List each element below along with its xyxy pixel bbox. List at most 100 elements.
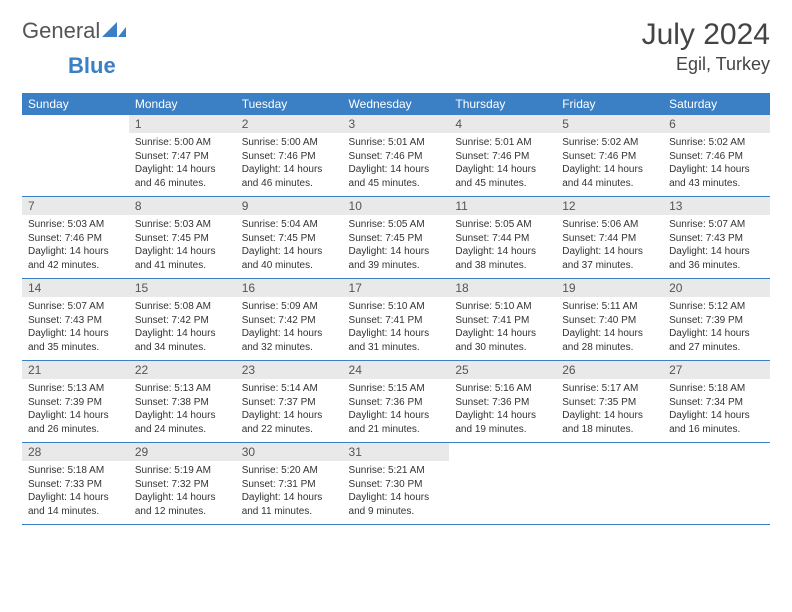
calendar-day-cell: 27Sunrise: 5:18 AMSunset: 7:34 PMDayligh… — [663, 361, 770, 443]
calendar-day-cell: 28Sunrise: 5:18 AMSunset: 7:33 PMDayligh… — [22, 443, 129, 525]
calendar-day-cell: 30Sunrise: 5:20 AMSunset: 7:31 PMDayligh… — [236, 443, 343, 525]
daylight-text: Daylight: 14 hours and 45 minutes. — [349, 163, 444, 190]
day-number: 28 — [22, 443, 129, 461]
calendar-day-cell: 6Sunrise: 5:02 AMSunset: 7:46 PMDaylight… — [663, 115, 770, 197]
day-number: 12 — [556, 197, 663, 215]
logo-text-general: General — [22, 18, 100, 44]
daylight-text: Daylight: 14 hours and 26 minutes. — [28, 409, 123, 436]
day-number: 11 — [449, 197, 556, 215]
calendar-day-cell — [663, 443, 770, 525]
weekday-header: Tuesday — [236, 93, 343, 115]
day-body: Sunrise: 5:18 AMSunset: 7:33 PMDaylight:… — [22, 461, 129, 524]
day-number: 1 — [129, 115, 236, 133]
day-number: 18 — [449, 279, 556, 297]
sunset-text: Sunset: 7:44 PM — [455, 232, 550, 246]
day-body: Sunrise: 5:15 AMSunset: 7:36 PMDaylight:… — [343, 379, 450, 442]
day-number: 25 — [449, 361, 556, 379]
day-number: 21 — [22, 361, 129, 379]
sunset-text: Sunset: 7:39 PM — [669, 314, 764, 328]
daylight-text: Daylight: 14 hours and 16 minutes. — [669, 409, 764, 436]
calendar-day-cell: 7Sunrise: 5:03 AMSunset: 7:46 PMDaylight… — [22, 197, 129, 279]
sunset-text: Sunset: 7:39 PM — [28, 396, 123, 410]
sunrise-text: Sunrise: 5:02 AM — [669, 136, 764, 150]
daylight-text: Daylight: 14 hours and 36 minutes. — [669, 245, 764, 272]
daylight-text: Daylight: 14 hours and 42 minutes. — [28, 245, 123, 272]
day-number: 24 — [343, 361, 450, 379]
day-body: Sunrise: 5:07 AMSunset: 7:43 PMDaylight:… — [663, 215, 770, 278]
calendar-day-cell: 12Sunrise: 5:06 AMSunset: 7:44 PMDayligh… — [556, 197, 663, 279]
calendar-day-cell: 21Sunrise: 5:13 AMSunset: 7:39 PMDayligh… — [22, 361, 129, 443]
day-body: Sunrise: 5:16 AMSunset: 7:36 PMDaylight:… — [449, 379, 556, 442]
day-body: Sunrise: 5:02 AMSunset: 7:46 PMDaylight:… — [556, 133, 663, 196]
sunrise-text: Sunrise: 5:04 AM — [242, 218, 337, 232]
sunset-text: Sunset: 7:30 PM — [349, 478, 444, 492]
sunrise-text: Sunrise: 5:07 AM — [669, 218, 764, 232]
calendar-day-cell: 24Sunrise: 5:15 AMSunset: 7:36 PMDayligh… — [343, 361, 450, 443]
day-number: 4 — [449, 115, 556, 133]
calendar-week-row: 28Sunrise: 5:18 AMSunset: 7:33 PMDayligh… — [22, 443, 770, 525]
day-body: Sunrise: 5:00 AMSunset: 7:46 PMDaylight:… — [236, 133, 343, 196]
calendar-day-cell: 25Sunrise: 5:16 AMSunset: 7:36 PMDayligh… — [449, 361, 556, 443]
calendar-table: Sunday Monday Tuesday Wednesday Thursday… — [22, 93, 770, 525]
calendar-day-cell: 1Sunrise: 5:00 AMSunset: 7:47 PMDaylight… — [129, 115, 236, 197]
day-body: Sunrise: 5:00 AMSunset: 7:47 PMDaylight:… — [129, 133, 236, 196]
day-body: Sunrise: 5:06 AMSunset: 7:44 PMDaylight:… — [556, 215, 663, 278]
calendar-day-cell — [449, 443, 556, 525]
calendar-day-cell: 20Sunrise: 5:12 AMSunset: 7:39 PMDayligh… — [663, 279, 770, 361]
sunset-text: Sunset: 7:46 PM — [562, 150, 657, 164]
weekday-header: Monday — [129, 93, 236, 115]
calendar-day-cell: 11Sunrise: 5:05 AMSunset: 7:44 PMDayligh… — [449, 197, 556, 279]
daylight-text: Daylight: 14 hours and 46 minutes. — [242, 163, 337, 190]
sunrise-text: Sunrise: 5:07 AM — [28, 300, 123, 314]
daylight-text: Daylight: 14 hours and 14 minutes. — [28, 491, 123, 518]
day-body: Sunrise: 5:04 AMSunset: 7:45 PMDaylight:… — [236, 215, 343, 278]
weekday-header: Thursday — [449, 93, 556, 115]
day-body: Sunrise: 5:10 AMSunset: 7:41 PMDaylight:… — [449, 297, 556, 360]
sunrise-text: Sunrise: 5:18 AM — [669, 382, 764, 396]
day-number: 2 — [236, 115, 343, 133]
calendar-day-cell: 19Sunrise: 5:11 AMSunset: 7:40 PMDayligh… — [556, 279, 663, 361]
sunset-text: Sunset: 7:46 PM — [455, 150, 550, 164]
sunset-text: Sunset: 7:36 PM — [349, 396, 444, 410]
calendar-week-row: 7Sunrise: 5:03 AMSunset: 7:46 PMDaylight… — [22, 197, 770, 279]
daylight-text: Daylight: 14 hours and 45 minutes. — [455, 163, 550, 190]
sunrise-text: Sunrise: 5:10 AM — [455, 300, 550, 314]
sunset-text: Sunset: 7:35 PM — [562, 396, 657, 410]
sunrise-text: Sunrise: 5:21 AM — [349, 464, 444, 478]
daylight-text: Daylight: 14 hours and 28 minutes. — [562, 327, 657, 354]
calendar-day-cell: 22Sunrise: 5:13 AMSunset: 7:38 PMDayligh… — [129, 361, 236, 443]
day-number: 10 — [343, 197, 450, 215]
sunset-text: Sunset: 7:45 PM — [349, 232, 444, 246]
day-body — [556, 447, 663, 507]
calendar-day-cell: 29Sunrise: 5:19 AMSunset: 7:32 PMDayligh… — [129, 443, 236, 525]
weekday-header-row: Sunday Monday Tuesday Wednesday Thursday… — [22, 93, 770, 115]
day-number: 15 — [129, 279, 236, 297]
sunset-text: Sunset: 7:45 PM — [242, 232, 337, 246]
day-number: 7 — [22, 197, 129, 215]
day-body: Sunrise: 5:01 AMSunset: 7:46 PMDaylight:… — [449, 133, 556, 196]
day-number: 13 — [663, 197, 770, 215]
day-body: Sunrise: 5:20 AMSunset: 7:31 PMDaylight:… — [236, 461, 343, 524]
sunrise-text: Sunrise: 5:01 AM — [349, 136, 444, 150]
calendar-day-cell: 10Sunrise: 5:05 AMSunset: 7:45 PMDayligh… — [343, 197, 450, 279]
calendar-day-cell: 16Sunrise: 5:09 AMSunset: 7:42 PMDayligh… — [236, 279, 343, 361]
sunset-text: Sunset: 7:43 PM — [28, 314, 123, 328]
sunset-text: Sunset: 7:46 PM — [669, 150, 764, 164]
calendar-day-cell: 13Sunrise: 5:07 AMSunset: 7:43 PMDayligh… — [663, 197, 770, 279]
daylight-text: Daylight: 14 hours and 12 minutes. — [135, 491, 230, 518]
sunset-text: Sunset: 7:46 PM — [349, 150, 444, 164]
daylight-text: Daylight: 14 hours and 27 minutes. — [669, 327, 764, 354]
sunrise-text: Sunrise: 5:14 AM — [242, 382, 337, 396]
sunrise-text: Sunrise: 5:17 AM — [562, 382, 657, 396]
sunset-text: Sunset: 7:34 PM — [669, 396, 764, 410]
sunset-text: Sunset: 7:32 PM — [135, 478, 230, 492]
sunrise-text: Sunrise: 5:15 AM — [349, 382, 444, 396]
daylight-text: Daylight: 14 hours and 11 minutes. — [242, 491, 337, 518]
day-number: 3 — [343, 115, 450, 133]
calendar-day-cell: 14Sunrise: 5:07 AMSunset: 7:43 PMDayligh… — [22, 279, 129, 361]
sunset-text: Sunset: 7:42 PM — [135, 314, 230, 328]
day-number: 31 — [343, 443, 450, 461]
sunrise-text: Sunrise: 5:00 AM — [135, 136, 230, 150]
calendar-week-row: 14Sunrise: 5:07 AMSunset: 7:43 PMDayligh… — [22, 279, 770, 361]
day-body: Sunrise: 5:05 AMSunset: 7:44 PMDaylight:… — [449, 215, 556, 278]
